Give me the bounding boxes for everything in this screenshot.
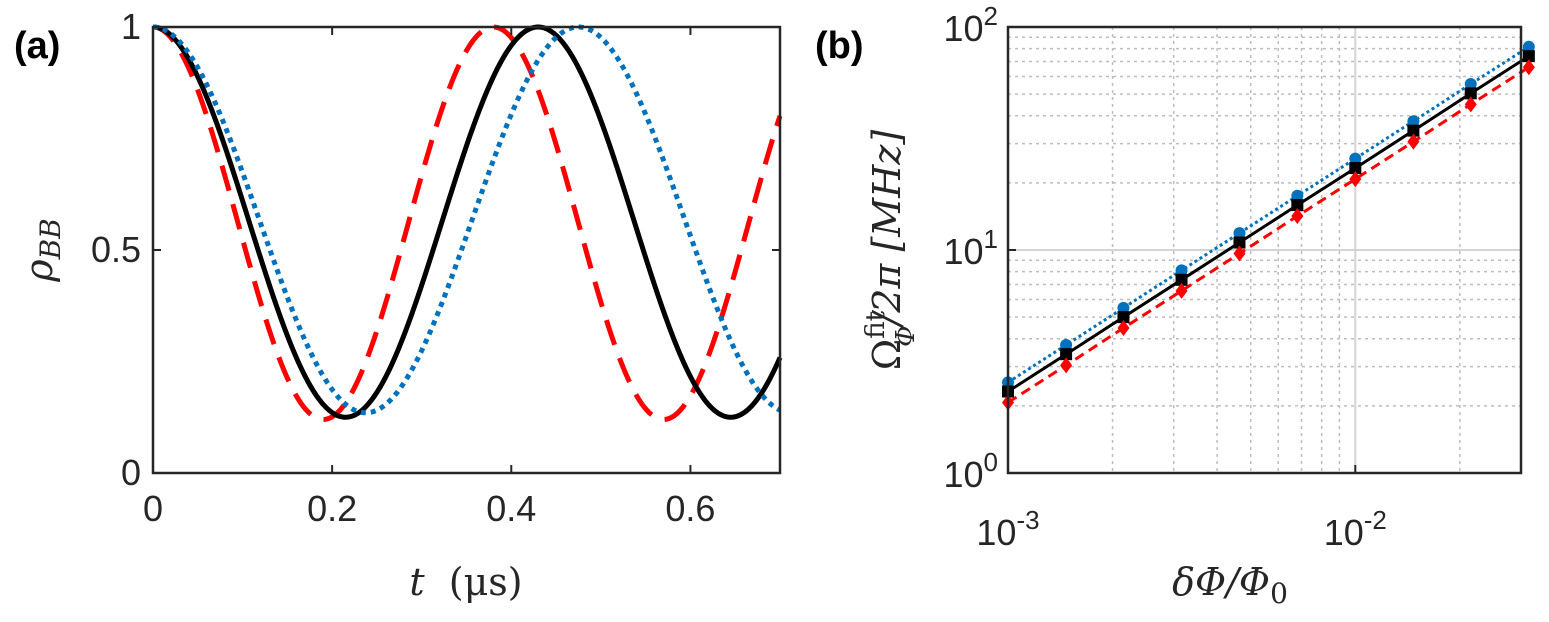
panel-b-label: (b)	[815, 25, 864, 67]
series-line-blue-circles	[1007, 45, 1530, 384]
marker-black-squares	[1464, 87, 1477, 100]
marker-blue-circles	[1349, 152, 1362, 165]
x-axis-sub-b: 0	[1270, 577, 1288, 610]
marker-red-diamonds	[1407, 133, 1420, 150]
panel-a: (a) 0 0.2 0.4 0.6 0 0.5 1 t (μs) ρBB	[14, 6, 783, 604]
marker-blue-circles	[1233, 227, 1246, 240]
svg-text:δΦ/Φ0: δΦ/Φ0	[1172, 560, 1288, 610]
y-axis-var: ρ	[17, 259, 61, 283]
marker-blue-circles	[1407, 115, 1420, 128]
marker-black-squares	[1233, 236, 1246, 249]
y-axis-sup-b: fit	[861, 310, 891, 338]
svg-text:ρBB: ρBB	[17, 218, 67, 283]
x-tick-label: 0.4	[486, 488, 536, 529]
y-tick-label-b: 102	[943, 1, 998, 49]
x-tick-label-b: 10-3	[976, 505, 1039, 553]
panel-b-ticks: 10-3 10-2 100 101 102	[943, 1, 1386, 553]
x-axis-label-b: δΦ/Φ	[1172, 560, 1270, 604]
series-line-red-diamonds	[1007, 65, 1530, 404]
svg-text:t (μs): t (μs)	[409, 560, 522, 604]
marker-blue-circles	[1291, 189, 1304, 202]
panel-a-ticks: 0 0.2 0.4 0.6 0 0.5 1	[91, 6, 780, 529]
panel-a-label: (a)	[14, 25, 60, 67]
y-axis-sub-b: Φ	[891, 326, 921, 347]
x-tick-label: 0.2	[307, 488, 357, 529]
x-tick-label: 0	[143, 488, 163, 529]
marker-black-squares	[1349, 162, 1362, 175]
marker-red-diamonds	[1117, 319, 1130, 336]
series-dotted	[152, 24, 782, 416]
y-tick-label: 0	[121, 452, 141, 493]
marker-black-squares	[1291, 199, 1304, 212]
panel-b-grid	[1007, 27, 1522, 473]
series-dashed	[152, 24, 783, 422]
marker-black-squares	[1060, 348, 1073, 361]
x-tick-label: 0.6	[665, 488, 715, 529]
marker-black-squares	[1175, 273, 1188, 286]
marker-red-diamonds	[1175, 282, 1188, 299]
y-tick-label-b: 101	[943, 224, 998, 272]
panel-b: (b) 10-3 10-2 100 101 102 δΦ/Φ0 ΩfitΦ/2π [MH…	[815, 1, 1535, 610]
series-line-black-squares	[1007, 54, 1530, 393]
marker-red-diamonds	[1060, 357, 1073, 374]
marker-blue-circles	[1117, 301, 1130, 314]
marker-black-squares	[1117, 311, 1130, 324]
panel-b-series	[1002, 40, 1535, 411]
marker-blue-circles	[1522, 40, 1535, 53]
x-axis-unit: (μs)	[449, 560, 523, 604]
marker-blue-circles	[1175, 264, 1188, 277]
marker-red-diamonds	[1233, 245, 1246, 262]
panel-a-curves	[152, 24, 783, 422]
panel-b-xlabel: δΦ/Φ0	[1172, 560, 1288, 610]
series-solid	[152, 24, 783, 420]
marker-red-diamonds	[1522, 59, 1535, 76]
y-tick-label: 1	[121, 6, 141, 47]
marker-red-diamonds	[1291, 208, 1304, 225]
marker-blue-circles	[1060, 338, 1073, 351]
marker-blue-circles	[1464, 78, 1477, 91]
marker-black-squares	[1407, 124, 1420, 137]
marker-red-diamonds	[1464, 96, 1477, 113]
y-axis-sub: BB	[34, 218, 67, 260]
y-axis-label-b: Ω	[865, 339, 909, 371]
panel-a-xlabel: t (μs)	[409, 560, 522, 604]
x-axis-var: t	[409, 560, 425, 604]
svg-text:ΩfitΦ/2π [MHz]: ΩfitΦ/2π [MHz]	[861, 130, 921, 371]
marker-black-squares	[1522, 50, 1535, 63]
y-tick-label-b: 100	[943, 447, 998, 495]
y-axis-rest-b: /2π [MHz]	[865, 130, 909, 330]
marker-red-diamonds	[1349, 171, 1362, 188]
y-tick-label: 0.5	[91, 229, 141, 270]
panel-a-ylabel: ρBB	[17, 218, 67, 283]
x-tick-label-b: 10-2	[1324, 505, 1387, 553]
panel-b-ylabel: ΩfitΦ/2π [MHz]	[861, 130, 921, 371]
